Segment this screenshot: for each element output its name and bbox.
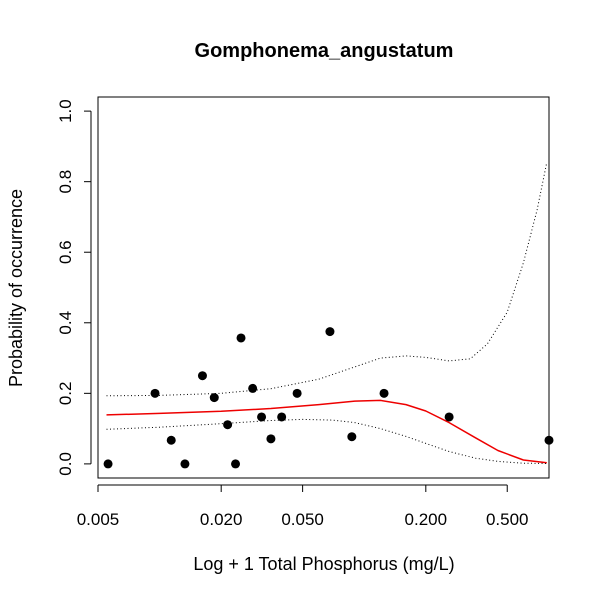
data-point xyxy=(180,459,190,469)
chart-title: Gomphonema_angustatum xyxy=(195,40,454,62)
y-tick-label: 0.0 xyxy=(56,452,75,476)
data-point xyxy=(257,412,267,422)
x-axis-title: Log + 1 Total Phosphorus (mg/L) xyxy=(193,554,454,574)
y-tick-label: 0.2 xyxy=(56,382,75,406)
data-point xyxy=(223,420,233,430)
data-point xyxy=(150,388,160,398)
data-point xyxy=(197,371,207,381)
data-point xyxy=(231,459,241,469)
upper-ci-line xyxy=(106,162,548,397)
data-point xyxy=(444,412,454,422)
series-lines xyxy=(106,162,548,464)
data-point xyxy=(266,434,276,444)
axes: 0.005 0.020 0.050 0.200 0.500 0.0 0.2 0.4 0.6 0.8… xyxy=(56,99,529,529)
y-tick-label: 1.0 xyxy=(56,99,75,123)
x-tick-label: 0.500 xyxy=(486,510,529,529)
data-point xyxy=(166,435,176,445)
y-tick-label: 0.4 xyxy=(56,311,75,335)
data-point xyxy=(347,432,357,442)
data-point xyxy=(209,393,219,403)
data-point xyxy=(379,388,389,398)
x-tick-label: 0.050 xyxy=(281,510,324,529)
x-tick-label: 0.200 xyxy=(405,510,448,529)
x-tick-label: 0.020 xyxy=(200,510,243,529)
data-point xyxy=(277,412,287,422)
y-tick-label: 0.6 xyxy=(56,240,75,264)
plot-frame xyxy=(97,96,550,479)
data-point xyxy=(103,459,113,469)
data-point xyxy=(236,333,246,343)
data-point xyxy=(248,383,258,393)
data-point xyxy=(292,388,302,398)
data-points xyxy=(103,327,554,469)
y-axis-title: Probability of occurrence xyxy=(6,189,26,387)
fit-line xyxy=(106,399,547,464)
data-point xyxy=(544,435,554,445)
x-tick-label: 0.005 xyxy=(77,510,120,529)
data-point xyxy=(325,327,335,337)
y-tick-label: 0.8 xyxy=(56,170,75,194)
